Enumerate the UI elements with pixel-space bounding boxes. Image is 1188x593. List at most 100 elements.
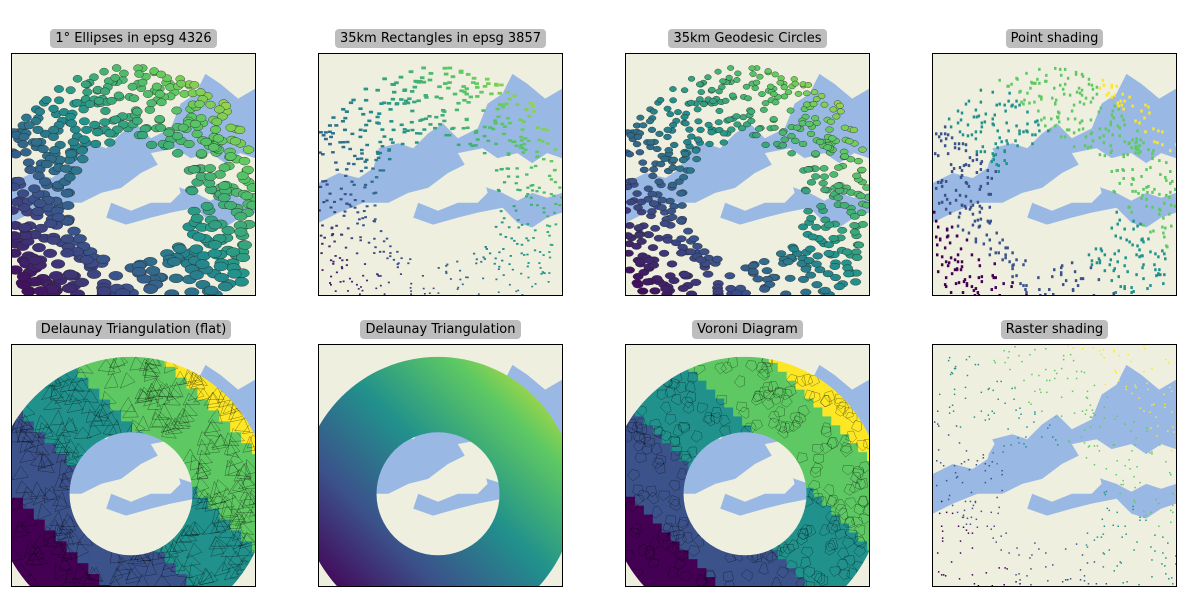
surface-cell <box>22 355 35 368</box>
pixel-marker <box>1048 288 1051 292</box>
pixel-marker <box>1034 120 1037 124</box>
ellipse-marker <box>829 262 841 270</box>
mesh-edge <box>644 549 655 561</box>
surface-cell <box>661 362 672 373</box>
raster-pixel <box>947 359 950 362</box>
rectangle-marker <box>456 260 459 263</box>
raster-pixel <box>1103 491 1106 494</box>
surface-cell <box>795 434 806 444</box>
map-axes <box>932 344 1177 587</box>
raster-pixel <box>991 461 994 463</box>
ellipse-marker <box>638 159 648 166</box>
ellipse-marker <box>669 156 679 163</box>
surface-cell <box>33 530 46 542</box>
raster-pixel <box>1164 403 1166 406</box>
raster-pixel <box>964 386 967 389</box>
mesh-edge <box>207 387 225 400</box>
rectangle-marker <box>330 226 334 229</box>
surface-cell <box>643 434 654 444</box>
surface-cell <box>742 577 752 586</box>
pixel-marker <box>1066 76 1070 80</box>
raster-pixel <box>1016 547 1018 549</box>
pixel-marker <box>1139 150 1142 154</box>
surface-cell <box>661 434 672 444</box>
rectangle-marker <box>351 98 356 102</box>
raster-pixel <box>1098 349 1101 352</box>
surface-cell <box>219 410 231 422</box>
surface-cell <box>715 353 725 364</box>
ellipse-marker <box>862 184 869 191</box>
surface-cell <box>786 389 797 400</box>
ellipse-marker <box>667 213 678 221</box>
pixel-marker <box>1111 133 1115 137</box>
rectangle-marker <box>466 101 471 104</box>
pixel-marker <box>1066 117 1070 121</box>
pixel-marker <box>998 102 1001 106</box>
pixel-marker <box>1004 256 1007 260</box>
mesh-edge <box>59 555 73 571</box>
mesh-edge <box>217 495 235 510</box>
surface-cell <box>55 574 68 586</box>
ellipse-marker <box>224 200 237 210</box>
rectangle-marker <box>497 91 502 95</box>
rectangle-marker <box>419 76 425 80</box>
pixel-marker <box>1151 152 1154 156</box>
rectangle-marker <box>329 135 333 139</box>
mesh-edge <box>41 485 58 501</box>
surface-cell <box>670 425 681 435</box>
pixel-marker <box>1130 291 1133 295</box>
pixel-marker <box>1025 291 1028 295</box>
raster-pixel <box>1162 536 1164 538</box>
surface-cell <box>742 443 752 453</box>
raster-pixel <box>1147 388 1149 391</box>
pixel-marker <box>1018 132 1021 136</box>
surface-cell <box>22 410 35 422</box>
ellipse-marker <box>719 130 728 137</box>
surface-cell <box>759 550 770 560</box>
surface-cell <box>626 532 636 542</box>
rectangle-marker <box>382 250 385 253</box>
ellipse-marker <box>238 240 252 250</box>
rectangle-marker <box>380 145 385 148</box>
raster-pixel <box>1049 424 1051 426</box>
mesh-edge <box>12 427 20 443</box>
mesh-edge <box>716 395 727 406</box>
surface-cell <box>121 541 133 553</box>
pixel-marker <box>1038 129 1041 133</box>
pixel-marker <box>1114 234 1117 238</box>
surface-cell <box>867 559 869 569</box>
pixel-marker <box>934 235 938 239</box>
raster-pixel <box>1172 504 1174 507</box>
ellipse-marker <box>143 284 158 294</box>
pixel-marker <box>981 145 985 149</box>
pixel-marker <box>1169 181 1172 185</box>
surface-cell <box>132 345 144 357</box>
pixel-marker <box>978 204 982 208</box>
mesh-edge <box>239 487 255 501</box>
raster-pixel <box>956 475 959 478</box>
raster-pixel <box>1086 532 1089 534</box>
ellipse-marker <box>66 119 78 128</box>
surface-cell <box>66 366 78 379</box>
raster-pixel <box>939 462 942 464</box>
ellipse-marker <box>742 83 751 90</box>
mesh-edge <box>238 475 255 490</box>
ellipse-marker <box>186 186 199 196</box>
rectangle-marker <box>423 94 428 97</box>
raster-pixel <box>1020 413 1022 415</box>
raster-pixel <box>1008 552 1010 554</box>
mesh-edge <box>682 532 693 544</box>
mesh-edge <box>829 516 842 528</box>
ellipse-marker <box>632 141 642 148</box>
rectangle-marker <box>399 273 403 275</box>
raster-pixel <box>1007 356 1009 359</box>
surface-cell <box>230 585 242 586</box>
surface-cell <box>132 421 144 433</box>
rectangle-marker <box>373 252 376 254</box>
raster-pixel <box>1093 445 1096 447</box>
surface-cell <box>706 362 716 373</box>
pixel-marker <box>1040 118 1043 122</box>
ellipse-marker <box>691 147 701 154</box>
surface-cell <box>840 398 850 408</box>
ellipse-marker <box>841 248 853 256</box>
